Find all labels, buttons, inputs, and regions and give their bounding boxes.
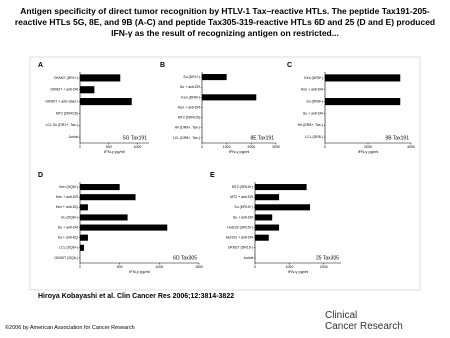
category-label: Su (DR15+) bbox=[234, 205, 253, 209]
panel-subtitle: 8E Tax191 bbox=[250, 135, 274, 141]
x-axis-label: IFN-γ pg/ml bbox=[358, 149, 379, 154]
panel-subtitle: 25 Tax305 bbox=[316, 255, 339, 261]
bar bbox=[255, 204, 311, 211]
category-label: Su (DQ6+) bbox=[61, 215, 78, 219]
bar bbox=[80, 74, 121, 82]
category-label: OKM27 (DR1+) bbox=[54, 76, 78, 80]
category-label: Ken + anti-DQ bbox=[56, 205, 79, 209]
x-axis-label: IFN-γ pg/ml bbox=[229, 149, 250, 154]
panel-label: D bbox=[38, 172, 43, 179]
bar bbox=[255, 184, 307, 191]
panel-subtitle: 5G Tax191 bbox=[123, 135, 147, 141]
category-label: OKM27 (DQ6-) bbox=[54, 256, 78, 260]
bar bbox=[80, 86, 95, 94]
category-label: OKM27 + anti-class I bbox=[45, 100, 78, 104]
x-axis-label: IFN-γ pg/ml bbox=[104, 149, 125, 154]
category-label: Su + anti-DR bbox=[233, 215, 254, 219]
x-tick-label: 1000 bbox=[134, 145, 142, 149]
logo-line: Clinical bbox=[325, 310, 358, 321]
bar bbox=[80, 234, 88, 241]
x-tick-label: 4000 bbox=[407, 145, 415, 149]
title: Antigen specificity of direct tumor reco… bbox=[14, 6, 436, 38]
category-label: Su + anti-DR bbox=[58, 225, 79, 229]
logo-line: Cancer Research bbox=[325, 321, 403, 332]
category-label: Ken (DR8+) bbox=[181, 95, 200, 99]
bar bbox=[325, 74, 401, 82]
category-label: OKM27 (DR15-) bbox=[228, 246, 253, 250]
category-label: Ken + anti-DR bbox=[301, 88, 324, 92]
category-label: LCL Su (DR1+, Tax-) bbox=[46, 123, 78, 127]
bar bbox=[80, 244, 84, 251]
category-label: Ken + anti-DR bbox=[56, 195, 79, 199]
panel-label: B bbox=[160, 62, 165, 69]
x-tick-label: 0 bbox=[79, 265, 81, 269]
category-label: Su + anti-DQ bbox=[58, 236, 79, 240]
x-tick-label: 1000 bbox=[286, 265, 294, 269]
logo: Clinical Cancer Research bbox=[325, 310, 403, 332]
bar bbox=[80, 98, 132, 106]
category-label: Su + anti-DR bbox=[303, 111, 324, 115]
panel-label: E bbox=[210, 172, 215, 179]
category-label: Jurkat bbox=[68, 135, 78, 139]
bar bbox=[202, 74, 227, 81]
bar bbox=[255, 194, 280, 201]
category-label: MT2 (DR15+) bbox=[232, 185, 253, 189]
bar bbox=[255, 234, 269, 241]
x-tick-label: 1000 bbox=[223, 145, 231, 149]
bar bbox=[255, 214, 273, 221]
x-tick-label: 1000 bbox=[155, 265, 163, 269]
category-label: Ken (DR8+) bbox=[304, 76, 323, 80]
x-tick-label: 0 bbox=[324, 145, 326, 149]
x-axis-label: IFN-γ pg/ml bbox=[129, 269, 150, 274]
bar bbox=[202, 94, 257, 101]
bar bbox=[80, 204, 88, 211]
category-label: Hut102 + anti-DR bbox=[226, 236, 254, 240]
category-label: LCL (DR8-) bbox=[305, 135, 323, 139]
bar bbox=[80, 194, 136, 201]
category-label: Su (DR1+) bbox=[183, 75, 200, 79]
panel-subtitle: 9B Tax191 bbox=[385, 135, 409, 141]
category-label: Ken (DQ6+) bbox=[59, 185, 78, 189]
bar bbox=[325, 98, 401, 106]
bar bbox=[80, 184, 120, 191]
category-label: LCL (DR8+, Tax-) bbox=[173, 136, 200, 140]
bar bbox=[80, 214, 128, 221]
x-tick-label: 2000 bbox=[247, 145, 255, 149]
category-label: MT2 (DR4/15) bbox=[178, 116, 200, 120]
category-label: Jurkat bbox=[243, 256, 253, 260]
x-tick-label: 3000 bbox=[272, 145, 280, 149]
x-tick-label: 0 bbox=[79, 145, 81, 149]
category-label: MT2 (DR4/15) bbox=[56, 111, 78, 115]
category-label: MT2 + anti-DR bbox=[230, 195, 253, 199]
category-label: Hut102 (DR15+) bbox=[227, 225, 253, 229]
bar bbox=[80, 224, 168, 231]
bar bbox=[255, 224, 280, 231]
category-label: OKM27 + anti-DR bbox=[50, 88, 78, 92]
copyright: ©2006 by American Association for Cancer… bbox=[5, 325, 135, 331]
category-label: Su + anti-DR bbox=[180, 85, 201, 89]
category-label: Hir (DR8+, Tax-) bbox=[298, 123, 323, 127]
x-tick-label: 1500 bbox=[195, 265, 203, 269]
panel-subtitle: 6D Tax305 bbox=[173, 255, 197, 261]
category-label: Hir (DR8+, Tax-) bbox=[175, 126, 200, 130]
x-tick-label: 0 bbox=[254, 265, 256, 269]
category-label: Su (DR8+) bbox=[306, 100, 323, 104]
figure-frame bbox=[29, 56, 421, 291]
category-label: Ken + anti-DR bbox=[178, 105, 201, 109]
x-tick-label: 500 bbox=[106, 145, 112, 149]
x-tick-label: 2000 bbox=[364, 145, 372, 149]
x-axis-label: IFN-γ pg/ml bbox=[288, 269, 309, 274]
category-label: LCL (DQ6+) bbox=[59, 246, 78, 250]
x-tick-label: 2000 bbox=[320, 265, 328, 269]
citation: Hiroya Kobayashi et al. Clin Cancer Res … bbox=[38, 293, 235, 300]
x-tick-label: 500 bbox=[117, 265, 123, 269]
panel-label: A bbox=[38, 62, 43, 69]
x-tick-label: 0 bbox=[201, 145, 203, 149]
panel-label: C bbox=[287, 62, 292, 69]
